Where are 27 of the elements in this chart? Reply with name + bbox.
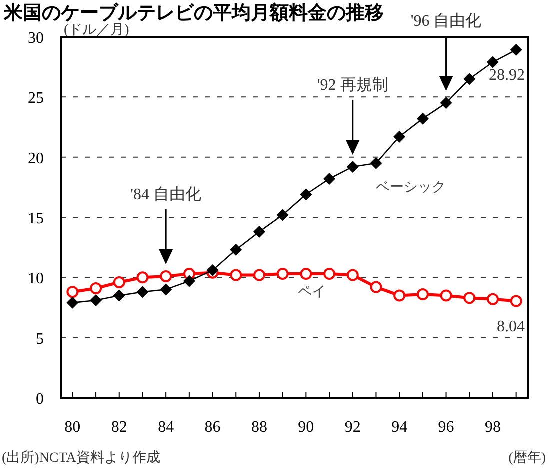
x-tick-label: 98 — [484, 419, 501, 436]
x-tick-label: 90 — [298, 419, 314, 436]
x-tick-label: 96 — [438, 419, 454, 436]
y-tick-label: 30 — [28, 30, 44, 47]
y-tick-label: 0 — [36, 391, 44, 408]
x-tick-label: 88 — [251, 419, 268, 436]
y-tick-label: 20 — [28, 150, 44, 168]
y-tick-label: 25 — [28, 90, 44, 108]
y-tick-label: 5 — [36, 330, 44, 348]
x-tick-label: 92 — [344, 419, 361, 436]
series-label: ペイ — [298, 285, 326, 300]
x-tick-label: 94 — [392, 419, 408, 436]
x-tick-label: 80 — [64, 419, 81, 436]
x-tick-label: 86 — [204, 419, 221, 436]
data-label: 28.92 — [489, 66, 525, 84]
chart-title: 米国のケーブルテレビの平均月額料金の推移 — [3, 2, 384, 24]
y-tick-label: 10 — [28, 270, 44, 288]
x-axis-title: (暦年) — [508, 450, 546, 466]
y-tick-label: 15 — [28, 210, 44, 228]
series-label: ベーシック — [376, 180, 446, 196]
annotation: '92 再規制 — [317, 76, 388, 94]
data-label: 8.04 — [497, 318, 525, 336]
annotation: '84 自由化 — [130, 185, 202, 204]
annotation: '96 自由化 — [410, 12, 482, 30]
x-tick-label: 82 — [111, 419, 128, 436]
x-tick-label: 84 — [158, 419, 174, 436]
text: (出所)NCTA資料より作成 — [2, 450, 160, 466]
